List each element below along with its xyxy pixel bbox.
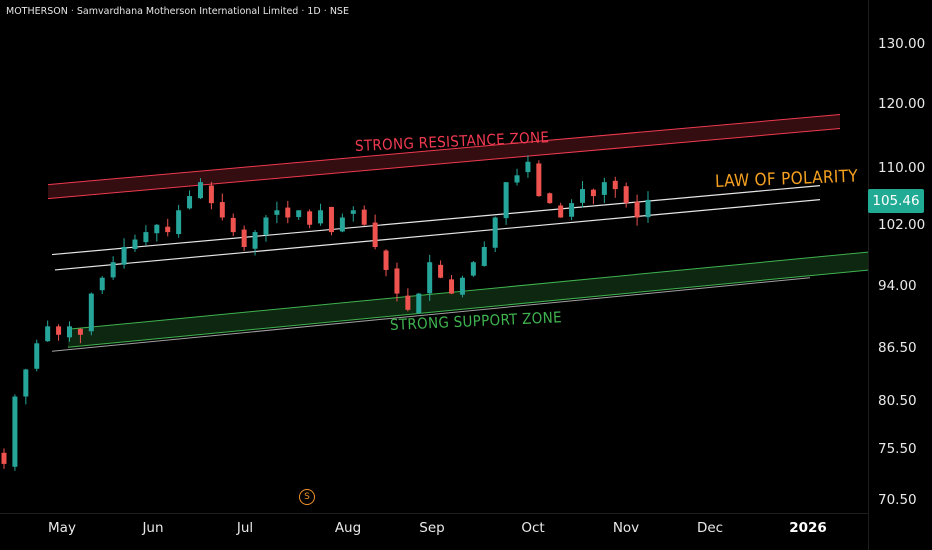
candle-body xyxy=(56,326,62,335)
candle-body xyxy=(165,226,171,233)
price-axis-divider xyxy=(868,0,869,550)
candle-body xyxy=(427,262,433,294)
price-tick-label: 130.00 xyxy=(878,36,926,52)
candle-body xyxy=(66,326,72,338)
price-tick-label: 86.50 xyxy=(878,339,917,356)
candle-body xyxy=(569,203,575,217)
candle-body xyxy=(274,210,280,215)
support-zone-top-line xyxy=(67,251,868,330)
candle-body xyxy=(547,193,553,204)
candle-body xyxy=(623,186,629,204)
candle-body xyxy=(634,201,640,218)
candle-body xyxy=(339,217,345,232)
candle-body xyxy=(208,185,214,204)
time-tick-label: Aug xyxy=(334,520,362,536)
candle-body xyxy=(241,229,247,248)
candle-body xyxy=(558,205,564,218)
candle-body xyxy=(88,293,94,332)
candle-body xyxy=(601,182,607,195)
candle-body xyxy=(176,210,182,235)
resistance-zone-bottom-line xyxy=(47,128,841,200)
candle-body xyxy=(132,239,138,249)
company-name: Samvardhana Motherson International Limi… xyxy=(76,6,299,17)
candle-body xyxy=(296,210,302,218)
polarity-channel-upper xyxy=(51,185,821,256)
candle-body xyxy=(230,217,236,233)
candle-body xyxy=(12,396,18,467)
exchange-label: NSE xyxy=(329,6,349,17)
candle-body xyxy=(492,217,498,248)
candle-body xyxy=(525,161,531,173)
candle-body xyxy=(328,206,334,233)
resistance-zone-band xyxy=(48,114,840,199)
candle-body xyxy=(187,196,193,209)
candle-body xyxy=(503,182,509,219)
candle-body xyxy=(645,199,651,218)
candle-body xyxy=(45,326,51,342)
candle-body xyxy=(470,262,476,276)
candle-body xyxy=(416,293,422,314)
candle-body xyxy=(154,224,160,234)
price-tick-label: 75.50 xyxy=(878,440,917,457)
candle-body xyxy=(350,210,356,214)
candle-body xyxy=(612,180,618,190)
ticker-symbol: MOTHERSON xyxy=(6,6,68,17)
candle-body xyxy=(1,452,7,464)
candle-body xyxy=(361,209,367,225)
resistance-zone-top-line xyxy=(47,114,841,186)
candle-body xyxy=(143,232,149,243)
polarity-channel-lower xyxy=(54,199,821,271)
price-tick-label: 94.00 xyxy=(878,277,917,294)
price-tick-label: 80.50 xyxy=(878,393,917,410)
candle-body xyxy=(394,268,400,294)
candle-body xyxy=(372,222,378,248)
candle-body xyxy=(536,163,542,197)
candle-body xyxy=(110,262,116,278)
time-tick-label: Oct xyxy=(521,520,545,536)
time-tick-label: Sep xyxy=(419,520,445,536)
candle-body xyxy=(318,210,324,224)
candle-body xyxy=(23,369,29,397)
time-tick-label: Dec xyxy=(696,520,724,536)
time-tick-label: Jul xyxy=(236,520,254,536)
time-tick-label: Nov xyxy=(612,520,640,536)
candle-body xyxy=(121,247,127,265)
price-chart-svg[interactable] xyxy=(0,0,868,514)
candle-body xyxy=(252,232,258,249)
time-tick-label: Jun xyxy=(142,520,164,536)
candle-body xyxy=(285,207,291,218)
chart-header: MOTHERSON · Samvardhana Motherson Intern… xyxy=(6,6,349,17)
price-tick-label: 120.00 xyxy=(878,95,926,112)
candle-body xyxy=(77,328,83,335)
candle-body xyxy=(459,277,465,295)
support-zone-band xyxy=(68,252,868,348)
candle-body xyxy=(34,343,40,369)
candle-body xyxy=(405,295,411,310)
price-tick-label: 110.00 xyxy=(878,160,926,177)
price-tick-label: 70.50 xyxy=(878,492,917,508)
candle-body xyxy=(481,247,487,266)
candle-body xyxy=(590,189,596,197)
candle-body xyxy=(197,182,203,199)
time-tick-label: 2026 xyxy=(789,520,827,536)
time-axis-divider xyxy=(0,513,868,514)
support-trendline xyxy=(51,277,811,352)
dividend-marker-icon[interactable]: S xyxy=(299,489,315,505)
support-zone-bottom-line xyxy=(67,269,868,348)
candle-body xyxy=(307,211,313,225)
candle-body xyxy=(99,277,105,291)
candle-body xyxy=(438,264,444,278)
candle-body xyxy=(449,279,455,294)
candle-body xyxy=(219,202,225,218)
candle-body xyxy=(514,175,520,183)
price-tick-label: 102.00 xyxy=(878,216,926,233)
last-price-tag: 105.46 xyxy=(868,189,924,213)
candle-body xyxy=(383,250,389,270)
candle-body xyxy=(580,189,586,203)
time-tick-label: May xyxy=(48,520,76,536)
candle-body xyxy=(263,217,269,235)
interval-label: 1D xyxy=(307,6,321,17)
